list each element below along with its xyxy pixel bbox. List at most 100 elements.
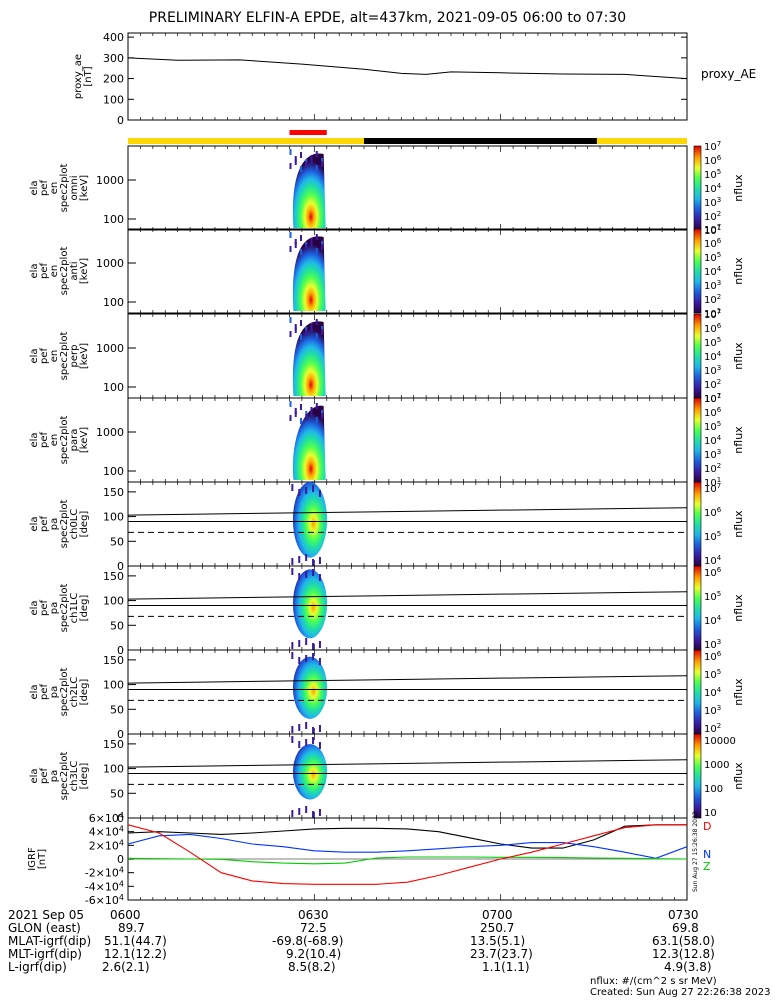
pa-ch1-speck <box>318 641 321 648</box>
ae-ytick-label: 300 <box>103 52 124 65</box>
pa-ch0-speck <box>298 489 301 496</box>
pa-ch1-ylabel-1: pef <box>39 600 50 617</box>
spec-omni-ylabel-4: omni <box>69 176 80 201</box>
created-note: Created: Sun Aug 27 22:26:38 2023 <box>590 987 771 998</box>
spec-omni-ylabel-0: ela <box>29 180 40 195</box>
spec-omni-speck <box>315 151 318 157</box>
pa-ch3-ylabel-4: ch3LC <box>69 761 80 792</box>
spec-perp-cbar-tick: 107 <box>704 308 721 321</box>
pa-ch2-ylabel-1: pef <box>39 684 50 701</box>
pa-ch2-lc-upper <box>127 675 688 684</box>
spec-perp-ylabel-1: pef <box>39 348 50 365</box>
pa-ch0-speck <box>318 490 321 497</box>
ae-ytick-label: 100 <box>103 93 124 106</box>
spec-anti-cbar-tick: 106 <box>704 237 722 250</box>
pa-ch2-speck <box>305 722 308 729</box>
spec-para-minor-ticks <box>127 398 688 482</box>
spec-anti-ylabel-0: ela <box>29 263 40 278</box>
pa-ch1-ylabel-0: ela <box>29 600 40 615</box>
footer-label-3: MLT-igrf(dip) <box>8 947 82 961</box>
pa-ch0-cbar-label: nflux <box>732 510 745 538</box>
pa-ch1-speck <box>305 571 308 578</box>
footer-r3-c2: 23.7(23.7) <box>470 947 533 961</box>
pa-ch2-colorbar <box>693 649 702 735</box>
spec-omni-speck <box>315 165 318 171</box>
spec-omni-ytick-label: 1000 <box>96 174 124 187</box>
pa-ch0-ylabel-2: pa <box>49 518 60 530</box>
pa-ch1-cbar-label: nflux <box>732 594 745 622</box>
spec-perp-ylabel-4: perp <box>69 345 80 368</box>
pa-ch3-speck <box>291 736 294 743</box>
pa-ch2-ytick-label: 50 <box>110 703 124 716</box>
pa-ch1-ylabel-4: ch1LC <box>69 593 80 624</box>
pa-ch2-speck <box>305 655 308 662</box>
spec-omni-speck <box>300 166 302 172</box>
pa-ch1-ytick-label: 100 <box>103 595 124 608</box>
spec-anti-data <box>289 232 326 311</box>
pa-ch2-speck <box>298 724 301 731</box>
pa-ch3-speck <box>305 739 308 746</box>
spec-omni-ytick-label: 100 <box>103 213 124 226</box>
spec-anti-ytick-label: 1000 <box>96 257 124 270</box>
spec-perp-speck <box>310 326 313 332</box>
ae-ylabel-1: [nT] <box>83 66 94 86</box>
spec-anti-ylabel-5: [keV] <box>79 258 90 284</box>
spec-omni-cbar-tick: 102 <box>704 210 721 223</box>
spec-perp-ylabel-3: spec2plot <box>59 332 70 381</box>
spec-para-speck <box>315 417 318 423</box>
pa-ch3-ylabel-2: pa <box>49 770 60 782</box>
spec-omni-speck <box>305 162 308 168</box>
pa-ch0-speck <box>291 558 294 565</box>
spec-para-cbar-tick: 103 <box>704 448 721 461</box>
spec-perp-ylabel-5: [keV] <box>79 343 90 369</box>
footer-label-0: 2021 Sep 05 <box>8 908 85 922</box>
pa-ch2-frame <box>127 649 688 735</box>
spec-omni-cbar-tick: 107 <box>704 140 721 153</box>
pa-ch0-ylabel-3: spec2plot <box>59 500 70 549</box>
footer-r1-c0: 89.7 <box>118 921 145 935</box>
pa-ch3-speck <box>298 808 301 815</box>
spec-anti-cbar-tick: 105 <box>704 251 721 264</box>
spec-omni-ylabel-5: [keV] <box>79 175 90 201</box>
spec-para-ylabel-5: [keV] <box>79 427 90 453</box>
spec-perp-cbar-tick: 106 <box>704 322 722 335</box>
proxy-ae-legend: proxy_AE <box>701 67 756 81</box>
spec-anti-speck <box>300 249 302 255</box>
pa-ch0-ytick-label: 100 <box>103 511 124 524</box>
pa-ch1-speck <box>298 573 301 580</box>
pa-ch0-data <box>291 482 328 566</box>
spec-omni-ylabel-2: en <box>49 182 60 195</box>
pa-ch2-cbar-tick: 106 <box>704 650 722 663</box>
pa-ch3-speck <box>312 737 315 744</box>
pa-ch2-cbar-tick: 102 <box>704 722 721 735</box>
footer-r2-c3: 63.1(58.0) <box>652 934 715 948</box>
spec-para-speck <box>300 404 302 410</box>
pa-ch0-cbar-tick: 107 <box>704 482 721 495</box>
pa-ch0-ylabel-5: [deg] <box>79 511 90 538</box>
spec-para-ylabel-0: ela <box>29 432 40 447</box>
spec-perp-speck <box>300 334 302 340</box>
spec-omni-cbar-tick: 105 <box>704 168 721 181</box>
spec-omni-cbar-tick: 106 <box>704 154 722 167</box>
pa-ch2-ylabel-2: pa <box>49 686 60 698</box>
pa-ch1-speck <box>305 638 308 645</box>
spec-perp-minor-ticks <box>127 314 688 398</box>
spec-para-speck <box>321 413 324 419</box>
pa-ch3-blob <box>292 744 328 800</box>
pa-ch3-speck <box>318 742 321 749</box>
spec-perp-ylabel-2: en <box>49 350 60 363</box>
pa-ch3-ylabel-5: [deg] <box>79 763 90 790</box>
pa-ch2-ytick-label: 150 <box>103 654 124 667</box>
pa-ch1-speck <box>298 640 301 647</box>
orbit-bar-segment-2 <box>596 138 687 144</box>
pa-ch0-cbar-tick: 106 <box>704 506 722 519</box>
pa-ch2-data <box>291 652 328 734</box>
pa-ch1-data <box>291 568 328 650</box>
spec-omni-data <box>289 149 326 228</box>
spec-para-speck <box>315 403 318 409</box>
spec-perp-speck <box>294 327 297 333</box>
pa-ch0-ylabel-0: ela <box>29 516 40 531</box>
igrf-right-label-d: D <box>703 820 711 833</box>
footer-r4-c3: 4.9(3.8) <box>664 960 712 974</box>
